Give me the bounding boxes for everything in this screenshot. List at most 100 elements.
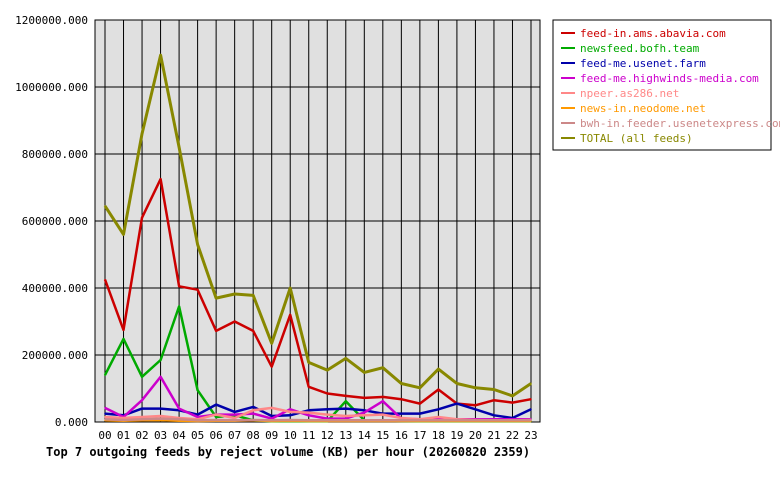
data-point [122,417,125,419]
data-point [474,408,477,411]
data-point [252,409,254,412]
data-point [196,288,199,291]
data-point [233,320,236,323]
data-point [530,408,532,411]
data-point [326,369,329,371]
data-point [456,419,458,422]
data-point [270,407,273,409]
data-point [215,403,217,406]
data-point [233,411,236,413]
data-point [289,287,292,289]
data-point [511,395,514,397]
data-point [289,414,292,417]
data-point [196,389,199,391]
y-tick-labels: 0.000 200000.000 400000.000 600000.000 80000… [15,14,88,429]
x-tick-label: 09 [265,429,278,442]
data-point [307,386,310,388]
data-point [196,419,199,422]
data-point [233,413,236,416]
data-point [159,359,162,361]
data-point [215,330,217,332]
legend: feed-in.ams.abavia.com newsfeed.bofh.team… [552,19,780,151]
series-line [104,402,532,420]
x-tick-label: 06 [210,429,223,442]
data-point [437,368,440,370]
data-point [437,408,440,411]
data-point [363,414,366,417]
data-point [400,382,403,385]
data-point [493,419,495,422]
series-lines [103,53,532,423]
x-tick-label: 16 [395,429,408,442]
legend-label: news-in.neodome.net [580,102,706,115]
data-point [344,419,347,422]
x-tick-labels: 00 01 02 03 04 05 06 07 08 09 10 11 12 13 14 15 16 17 18 19… [98,429,537,442]
x-tick-label: 04 [172,429,186,442]
data-point [344,357,347,360]
y-tick-label: 200000.000 [22,349,88,362]
data-point [215,297,217,299]
data-point [511,419,514,422]
data-point [307,409,310,412]
data-point [159,417,162,420]
data-point [363,411,366,414]
data-point [382,419,384,422]
data-point [270,365,273,368]
data-point [178,285,180,288]
data-point [344,400,347,403]
data-point [141,133,143,135]
data-point [122,419,125,421]
data-point [493,414,495,417]
data-point [196,416,199,418]
data-point [159,407,162,410]
data-point [289,411,292,413]
data-point [178,407,180,410]
x-tick-label: 21 [487,429,500,442]
data-point [363,409,366,412]
data-point [122,338,125,340]
data-point [104,416,106,418]
data-point [289,419,292,421]
x-tick-label: 00 [98,429,111,442]
y-tick-label: 600000.000 [22,215,88,228]
x-tick-label: 12 [321,429,334,442]
data-point [456,402,458,405]
data-point [400,412,403,415]
data-point [474,419,477,422]
data-point [419,419,421,422]
y-tick-label: 1000000.000 [15,81,88,94]
data-point [530,419,532,422]
data-point [419,387,421,389]
data-point [141,416,143,418]
data-point [307,419,310,422]
legend-label: bwh-in.feeder.usenetexpress.com [580,117,780,130]
data-point [141,216,143,219]
legend-label: npeer.as286.net [580,87,679,100]
legend-box [552,19,772,151]
legend-label: TOTAL (all feeds) [580,132,693,145]
data-point [159,415,162,417]
data-point [437,419,440,422]
data-point [252,406,254,408]
data-point [104,205,106,207]
legend-label: feed-me.highwinds-media.com [580,72,759,85]
data-point [400,398,403,401]
y-tick-label: 1200000.000 [15,14,88,27]
data-point [400,419,403,422]
data-point [233,417,236,419]
data-point [252,419,254,421]
data-point [363,371,366,374]
data-point [104,407,106,409]
x-tick-label: 19 [450,429,463,442]
data-point [270,415,273,417]
series-line [104,417,531,422]
data-point [215,413,217,416]
data-point [437,388,440,391]
x-tick-label: 22 [506,429,519,442]
data-point [493,399,495,402]
data-point [252,294,254,297]
data-point [233,419,236,422]
data-point [363,419,366,422]
data-point [382,396,384,398]
